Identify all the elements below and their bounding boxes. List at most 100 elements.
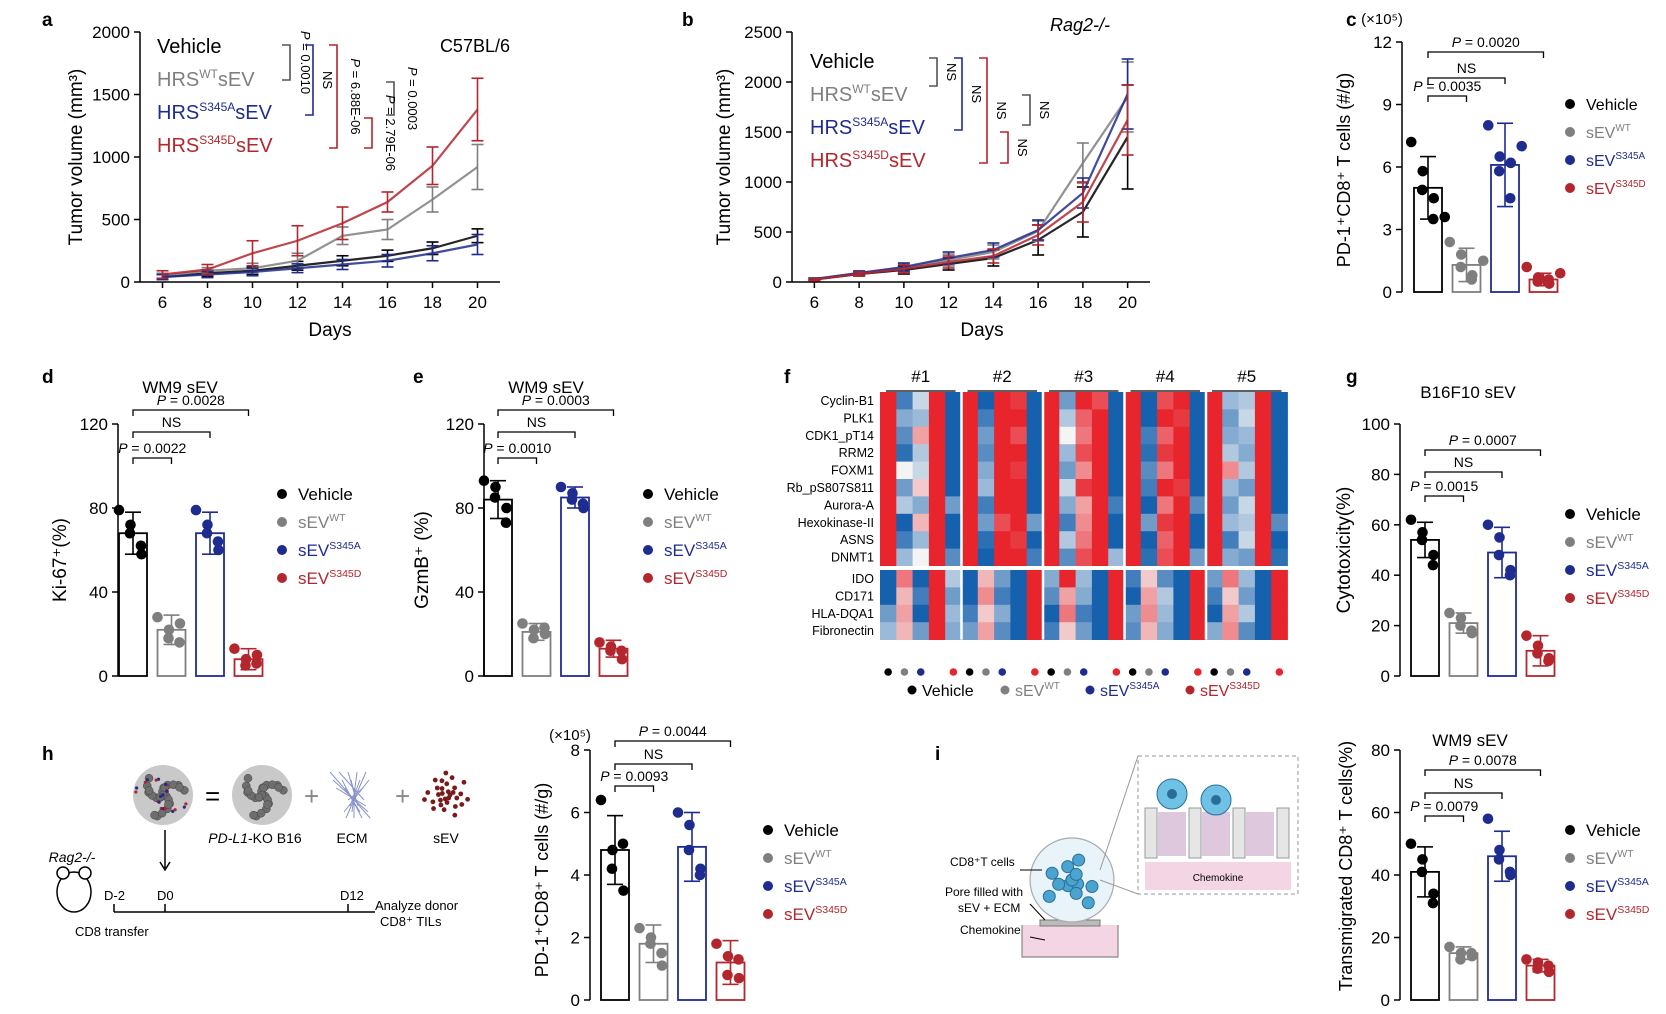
- legend-marker-wt: [1000, 685, 1010, 695]
- data-point-wt: [1455, 620, 1466, 631]
- data-point-s345a: [577, 498, 589, 510]
- legend-marker-wt: [1565, 853, 1575, 863]
- heatmap-cell: [912, 604, 930, 623]
- heatmap-cell: [977, 531, 995, 549]
- data-point-vehicle: [1405, 136, 1417, 148]
- heatmap-cell: [1140, 622, 1158, 640]
- legend-label-vehicle: Vehicle: [298, 485, 353, 504]
- heatmap-cell: [1189, 531, 1207, 549]
- data-point-s345a: [1494, 151, 1506, 162]
- data-point-s345a: [1494, 844, 1505, 856]
- legend-label-wt: sEVWT: [298, 512, 346, 532]
- chart-title: C57BL/6: [440, 36, 510, 56]
- t-cell-icon: [1085, 880, 1099, 894]
- data-point-s345a: [1482, 120, 1494, 131]
- heatmap-cell: [1010, 513, 1028, 532]
- data-point-s345d: [251, 658, 262, 669]
- sig-label: NS: [969, 85, 984, 103]
- heatmap-cell: [1043, 392, 1060, 410]
- heatmap-cell: [1173, 409, 1191, 428]
- heatmap-cell: [1075, 604, 1093, 623]
- heatmap-cell: [1026, 604, 1044, 623]
- heatmap-cell: [1157, 531, 1174, 549]
- y-tick-label: 2500: [744, 23, 782, 42]
- data-point-wt: [1466, 274, 1478, 285]
- group-marker-wt: [1063, 668, 1072, 676]
- sig-bracket: [497, 457, 538, 464]
- sig-label: NS: [527, 414, 546, 430]
- panel-label-d: d: [42, 367, 54, 388]
- group-marker-s345a: [1242, 668, 1251, 676]
- heatmap-cell: [912, 570, 930, 588]
- heatmap-cell: [961, 570, 979, 588]
- heatmap-cell: [1059, 479, 1076, 497]
- group-marker-vehicle: [884, 668, 892, 676]
- heatmap-cell: [1206, 570, 1223, 588]
- data-point-vehicle: [1439, 211, 1451, 223]
- timeline-label: D0: [157, 888, 174, 903]
- panel-label-b: b: [682, 10, 694, 31]
- data-point-s345d: [605, 645, 616, 657]
- y-tick-label: 2: [571, 929, 580, 948]
- heatmap-cell: [1026, 587, 1044, 606]
- heatmap-cell: [1075, 392, 1093, 410]
- heatmap-cell: [1075, 444, 1093, 462]
- data-point-s345a: [683, 844, 695, 856]
- legend-label-vehicle: Vehicle: [1586, 821, 1641, 840]
- data-point-s345a: [202, 519, 213, 531]
- heatmap-cell: [1059, 409, 1076, 428]
- heatmap-group-label: #1: [911, 367, 930, 386]
- y-tick-label: 6: [1383, 158, 1392, 177]
- heatmap-cell: [945, 570, 962, 588]
- legend-label-vehicle: Vehicle: [157, 36, 222, 58]
- legend-marker-wt: [1565, 127, 1575, 137]
- heatmap-cell: [1271, 548, 1288, 567]
- heatmap-cell: [1157, 570, 1174, 588]
- y-tick-label: 100: [1362, 415, 1390, 434]
- y-tick-label: 80: [1371, 465, 1390, 484]
- heatmap-cell: [994, 604, 1011, 623]
- heatmap-cell: [1222, 444, 1239, 462]
- legend-label-s345d: HRSS345DsEV: [810, 148, 926, 172]
- legend-label-s345a: sEVS345A: [298, 540, 361, 560]
- data-point-vehicle: [1427, 559, 1439, 571]
- heatmap-cell: [1206, 548, 1223, 567]
- heatmap-cell: [945, 513, 962, 532]
- legend-label-wt: sEVWT: [664, 512, 712, 532]
- heatmap-cell: [1140, 570, 1158, 588]
- legend-label-wt: sEVWT: [1586, 532, 1634, 552]
- pore-wall-icon: [1232, 807, 1246, 859]
- legend-label-s345a: HRSS345AsEV: [157, 100, 273, 124]
- heatmap-cell: [880, 444, 897, 462]
- heatmap-cell: [961, 604, 979, 623]
- heatmap-cell: [928, 570, 946, 588]
- pore-fill-icon: [1202, 812, 1230, 856]
- sig-label: NS: [1457, 60, 1476, 76]
- data-point-s345a: [1493, 854, 1505, 865]
- y-tick-label: 0: [1383, 283, 1392, 302]
- heatmap-group-label: #3: [1074, 367, 1093, 386]
- legend-marker-vehicle: [643, 489, 653, 499]
- sig-bracket: [979, 57, 988, 164]
- heatmap-cell: [1271, 587, 1288, 606]
- data-point-s345a: [672, 807, 684, 818]
- heatmap-cell: [1124, 444, 1142, 462]
- legend-label-s345d: HRSS345DsEV: [157, 133, 273, 157]
- sig-bracket: [614, 763, 693, 770]
- series-line-wt: [162, 166, 479, 277]
- heatmap-cell: [1271, 496, 1288, 515]
- group-marker-wt: [900, 668, 909, 676]
- heatmap-cell: [1238, 479, 1256, 497]
- legend-marker-vehicle: [1565, 509, 1575, 519]
- heatmap-cell: [1140, 461, 1158, 480]
- legend-marker-s345a: [277, 545, 287, 555]
- heatmap-cell: [977, 409, 995, 428]
- data-point-s345a: [694, 869, 706, 881]
- panel-c: 0 3 6 9 12 P = 0.0020 NS P = 0.0035 (×10⁵) PD-1⁺C…: [1334, 11, 1646, 302]
- data-point-s345a: [201, 527, 213, 539]
- heatmap-cell: [977, 622, 995, 640]
- heatmap-cell: [1075, 622, 1093, 640]
- sig-label: P = 0.0079: [1410, 798, 1478, 814]
- heatmap-cell: [1173, 392, 1191, 410]
- heatmap-cell: [1124, 531, 1142, 549]
